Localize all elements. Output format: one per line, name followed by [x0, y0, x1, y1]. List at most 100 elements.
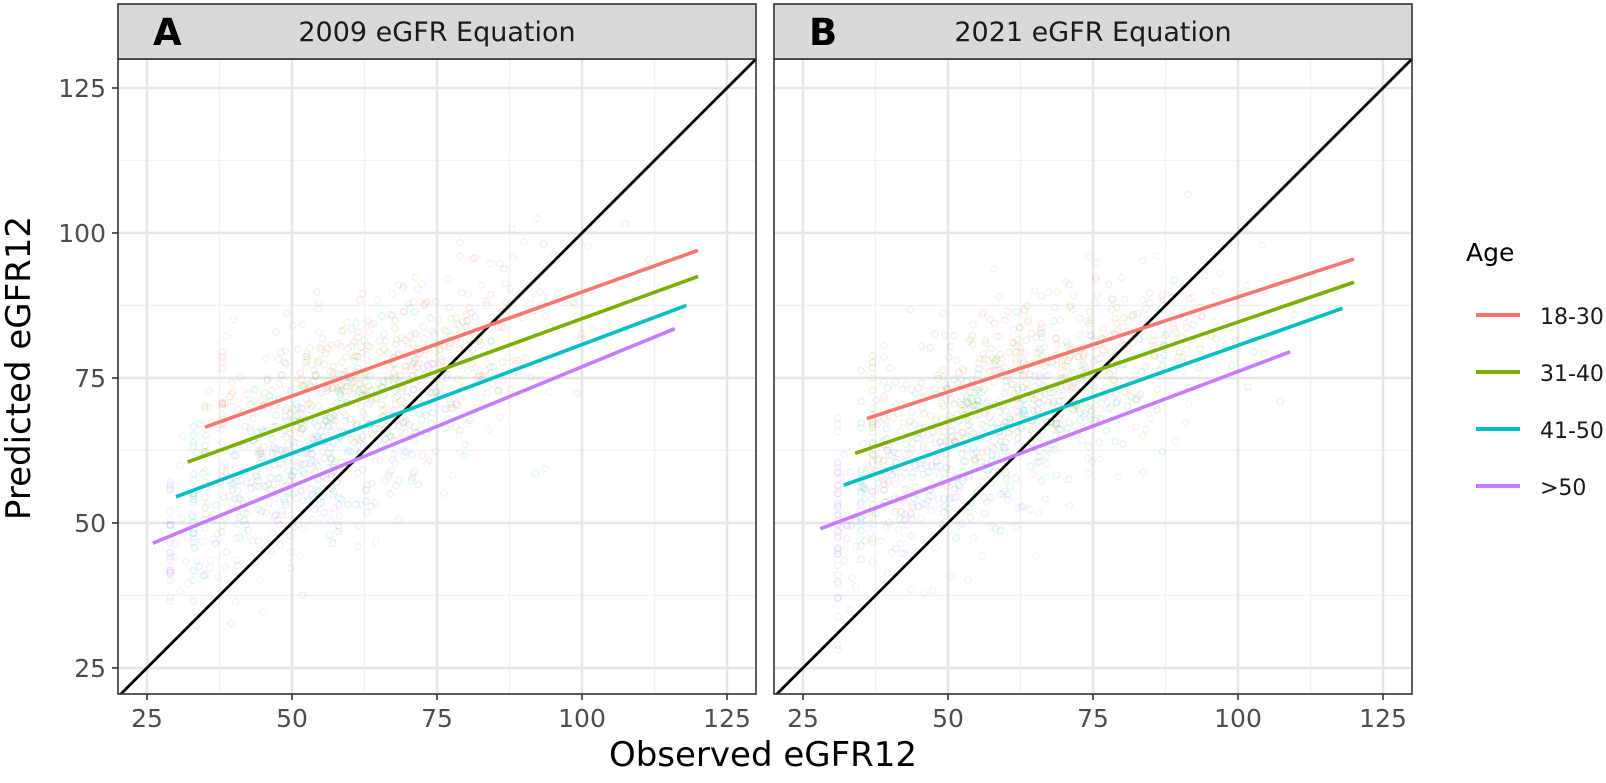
legend-item: 18-30	[1476, 305, 1604, 330]
scatter-point	[882, 424, 891, 433]
scatter-point	[983, 498, 991, 507]
scatter-point	[833, 544, 842, 553]
y-tick-label: 100	[58, 219, 106, 248]
scatter-point	[1004, 429, 1013, 437]
scatter-point	[974, 397, 983, 406]
scatter-point	[349, 388, 358, 396]
scatter-point	[1085, 319, 1094, 328]
scatter-point	[868, 386, 877, 395]
scatter-point	[1040, 394, 1048, 403]
scatter-point	[963, 399, 972, 407]
scatter-point	[1001, 443, 1009, 452]
scatter-point	[1087, 331, 1095, 340]
scatter-point	[1243, 281, 1251, 290]
scatter-point	[256, 576, 265, 584]
scatter-point	[846, 468, 854, 477]
scatter-point	[1132, 395, 1140, 403]
scatter-point	[297, 404, 306, 412]
scatter-point	[199, 469, 207, 478]
scatter-point	[285, 476, 294, 485]
scatter-point	[297, 375, 306, 383]
scatter-point	[392, 340, 400, 348]
scatter-point	[1000, 446, 1009, 455]
scatter-point	[325, 421, 333, 429]
scatter-point	[477, 341, 485, 349]
scatter-point	[389, 455, 397, 464]
scatter-point	[522, 354, 530, 363]
scatter-point	[1153, 385, 1161, 394]
scatter-point	[572, 389, 581, 398]
scatter-point	[1096, 455, 1105, 464]
scatter-point	[316, 498, 325, 507]
scatter-point	[868, 457, 877, 465]
scatter-point	[496, 259, 504, 268]
scatter-point	[455, 431, 463, 440]
scatter-point	[410, 357, 418, 366]
scatter-point	[324, 384, 333, 393]
scatter-point	[290, 523, 298, 532]
scatter-point	[442, 405, 451, 413]
scatter-point	[940, 331, 949, 340]
scatter-point	[926, 343, 935, 352]
scatter-point	[423, 297, 431, 306]
scatter-point	[229, 397, 238, 406]
scatter-point	[897, 473, 906, 482]
scatter-point	[468, 345, 477, 354]
scatter-point	[494, 386, 502, 395]
scatter-point	[895, 515, 904, 523]
scatter-point	[902, 380, 911, 389]
scatter-point	[1012, 359, 1021, 367]
scatter-point	[1081, 410, 1089, 418]
scatter-point	[170, 553, 179, 561]
scatter-point	[1032, 333, 1041, 342]
scatter-point	[833, 481, 842, 490]
scatter-point	[1069, 406, 1078, 414]
scatter-point	[996, 526, 1005, 535]
facet-strip-title: 2009 eGFR Equation	[298, 17, 575, 48]
scatter-point	[571, 300, 579, 309]
scatter-point	[1020, 409, 1029, 418]
scatter-point	[1002, 377, 1011, 385]
scatter-point	[1000, 487, 1009, 496]
scatter-point	[1090, 372, 1098, 381]
scatter-point	[919, 444, 928, 452]
scatter-point	[334, 527, 343, 536]
scatter-point	[307, 449, 316, 458]
scatter-point	[1022, 401, 1030, 409]
scatter-point	[957, 406, 966, 415]
scatter-point	[369, 319, 378, 328]
scatter-point	[229, 479, 238, 488]
scatter-point	[939, 468, 948, 477]
scatter-point	[300, 460, 308, 469]
scatter-point	[868, 374, 877, 382]
scatter-point	[348, 325, 357, 334]
scatter-point	[296, 486, 305, 495]
scatter-point	[346, 415, 354, 424]
scatter-point	[1017, 425, 1026, 433]
scatter-point	[964, 416, 972, 424]
scatter-point	[199, 571, 208, 580]
scatter-point	[308, 491, 317, 500]
scatter-point	[358, 433, 366, 442]
scatter-point	[1000, 363, 1008, 371]
scatter-point	[973, 370, 982, 378]
scatter-point	[218, 411, 227, 420]
scatter-point	[946, 434, 955, 442]
x-tick-label: 25	[787, 704, 819, 733]
scatter-point	[833, 526, 842, 535]
scatter-point	[307, 401, 316, 410]
scatter-point	[1125, 391, 1134, 400]
scatter-point	[410, 329, 419, 338]
scatter-point	[887, 451, 896, 460]
scatter-point	[447, 404, 455, 412]
scatter-point	[879, 485, 888, 494]
scatter-point	[326, 517, 335, 526]
scatter-point	[978, 552, 986, 560]
scatter-point	[847, 521, 856, 529]
scatter-point	[362, 497, 371, 506]
scatter-point	[201, 467, 209, 475]
scatter-point	[932, 457, 941, 465]
scatter-point	[1145, 289, 1154, 297]
scatter-point	[1022, 336, 1030, 344]
scatter-point	[1096, 405, 1105, 413]
